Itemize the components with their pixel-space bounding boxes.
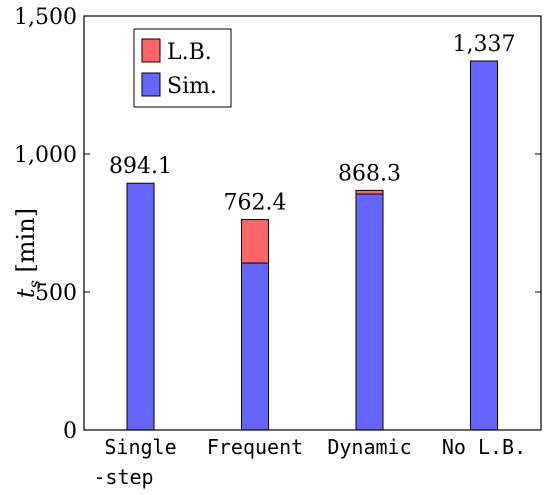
data-label: 868.3 — [338, 161, 401, 186]
x-tick-label: Frequent — [207, 435, 303, 459]
bars-group — [126, 60, 498, 431]
legend-entry: L.B. — [167, 40, 212, 65]
data-label: 762.4 — [224, 191, 287, 216]
bar-sim-2 — [355, 193, 384, 431]
y-axis-label-text: ts [min] — [12, 208, 44, 298]
y-tick-label: 0 — [63, 419, 77, 444]
plot-frame — [83, 15, 542, 431]
legend-entry: Sim. — [167, 74, 217, 99]
x-tick-label: Dynamic — [327, 435, 411, 459]
data-label: 1,337 — [453, 32, 516, 57]
bar-sim-3 — [470, 60, 498, 431]
x-axis: Single -step Frequent Dynamic No L.B. — [93, 435, 526, 489]
bar-lb-1 — [241, 219, 269, 264]
legend: L.B. Sim. — [133, 28, 232, 108]
bar-lb-2 — [355, 189, 384, 195]
bar-sim-1 — [241, 262, 269, 431]
bar-sim-0 — [126, 182, 155, 431]
x-tick-label: Single -step — [93, 435, 176, 489]
y-tick-label: 500 — [35, 281, 77, 306]
y-tick-label: 1,500 — [14, 5, 77, 30]
legend-swatch — [141, 38, 161, 63]
legend-swatch — [141, 72, 161, 97]
data-labels-group: 894.1 762.4 868.3 1,337 — [109, 32, 515, 216]
data-label: 894.1 — [109, 154, 172, 179]
y-axis: 0 500 1,000 1,500 — [14, 5, 541, 444]
y-axis-label: ts [min] — [12, 208, 44, 298]
y-tick-label: 1,000 — [14, 143, 77, 168]
x-tick-label: No L.B. — [442, 435, 526, 459]
